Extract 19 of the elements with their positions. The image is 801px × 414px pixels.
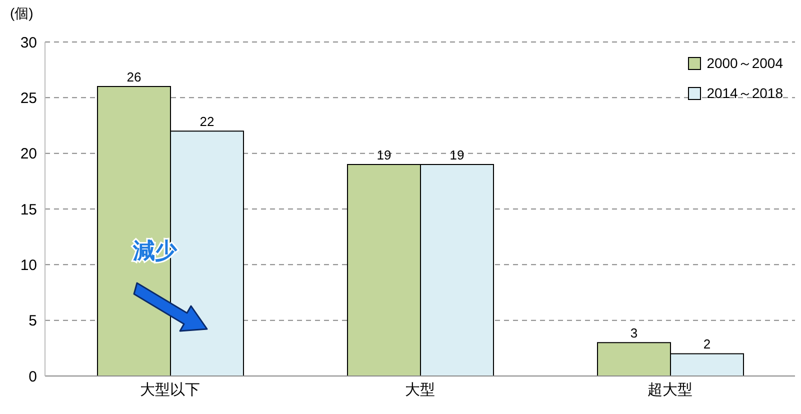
y-tick-label: 20 [20, 146, 37, 163]
data-label: 2 [703, 336, 711, 352]
y-tick-label: 25 [20, 90, 37, 107]
legend-label: 2000～2004 [706, 54, 783, 73]
y-tick-label: 30 [20, 34, 37, 52]
data-label: 19 [376, 147, 392, 162]
data-label: 22 [200, 114, 214, 130]
y-tick-label: 0 [28, 368, 37, 386]
data-label: 3 [630, 326, 638, 341]
y-tick-label: 15 [20, 201, 37, 218]
y-axis-title: (個) [10, 5, 34, 21]
x-tick-label: 大型 [405, 382, 435, 399]
y-tick-label: 5 [28, 312, 37, 330]
legend-label: 2014～2018 [706, 84, 783, 103]
y-tick-label: 10 [20, 256, 37, 274]
data-label: 26 [126, 70, 142, 85]
x-tick-label: 超大型 [648, 382, 692, 399]
x-tick-label: 大型以下 [140, 382, 200, 399]
data-label: 19 [450, 147, 464, 162]
